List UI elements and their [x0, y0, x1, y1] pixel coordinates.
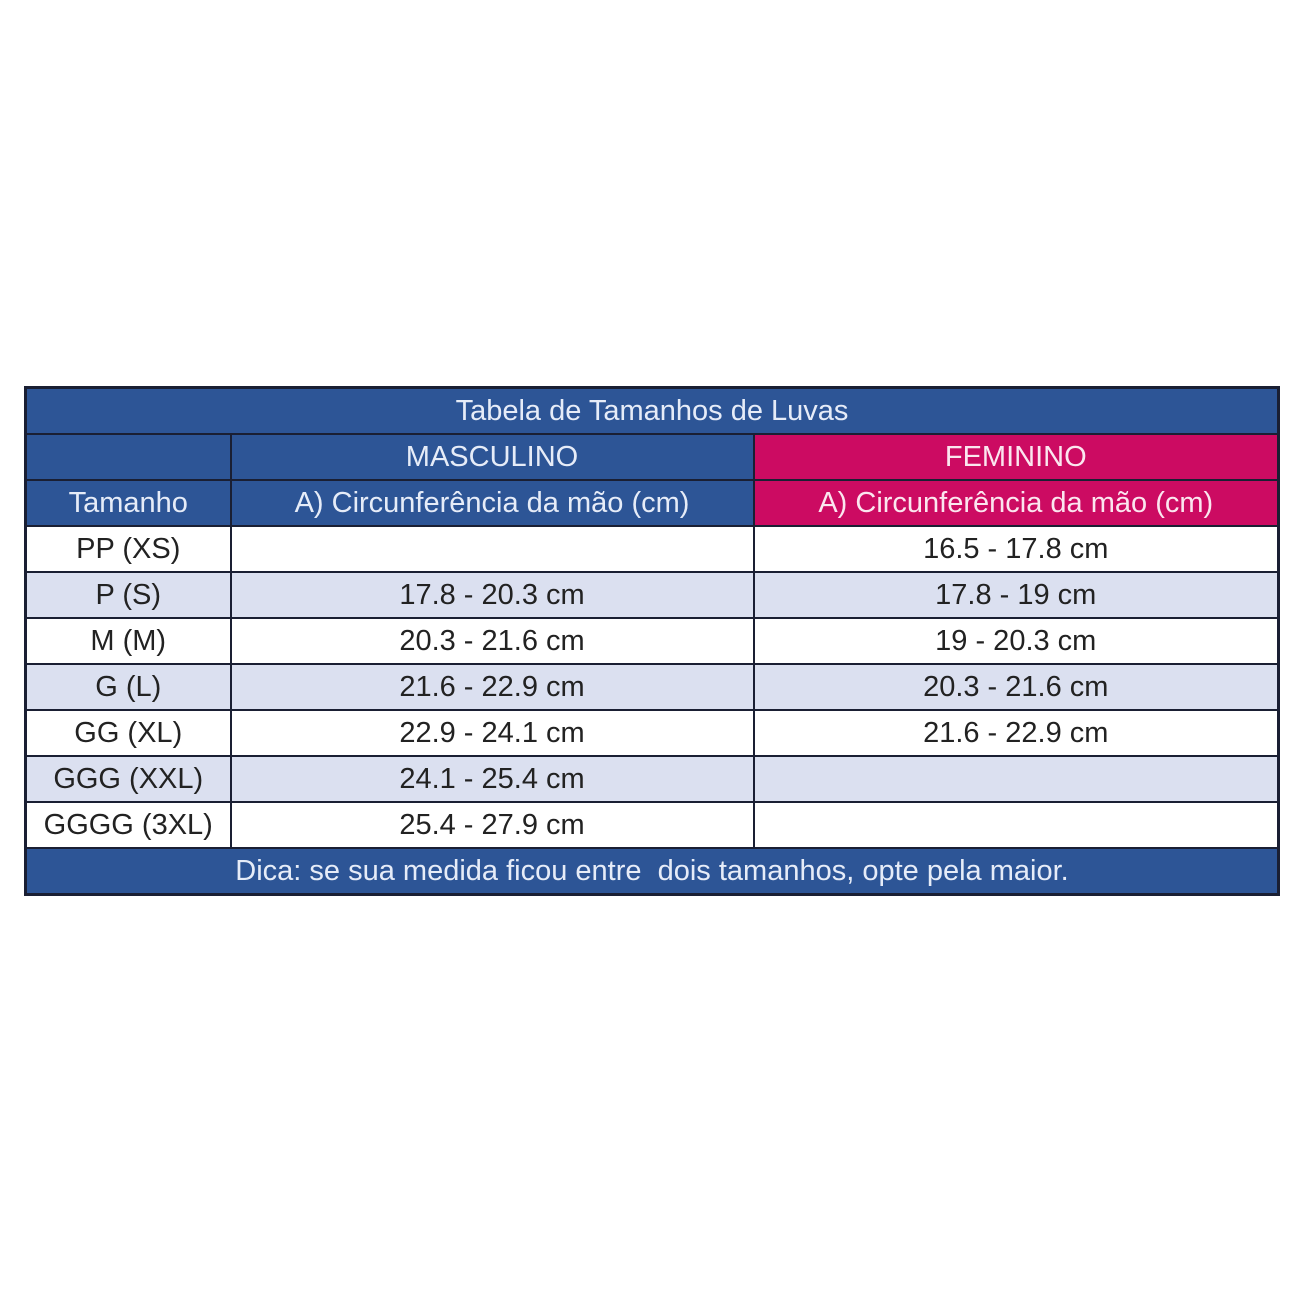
size-cell: M (M)	[24, 617, 232, 665]
table-row: G (L) 21.6 - 22.9 cm 20.3 - 21.6 cm	[24, 663, 1280, 711]
table-row: P (S) 17.8 - 20.3 cm 17.8 - 19 cm	[24, 571, 1280, 619]
size-cell: PP (XS)	[24, 525, 232, 573]
male-header: MASCULINO	[229, 433, 755, 481]
glove-size-table: Tabela de Tamanhos de Luvas MASCULINO FE…	[24, 386, 1280, 896]
size-cell: GG (XL)	[24, 709, 232, 757]
table-row: GGGG (3XL) 25.4 - 27.9 cm	[24, 801, 1280, 849]
size-cell: GGG (XXL)	[24, 755, 232, 803]
size-cell: GGGG (3XL)	[24, 801, 232, 849]
female-measure-header: A) Circunferência da mão (cm)	[752, 479, 1280, 527]
table-row: GG (XL) 22.9 - 24.1 cm 21.6 - 22.9 cm	[24, 709, 1280, 757]
male-cell: 21.6 - 22.9 cm	[229, 663, 755, 711]
size-column-header: Tamanho	[24, 479, 232, 527]
male-cell: 25.4 - 27.9 cm	[229, 801, 755, 849]
female-cell	[752, 755, 1280, 803]
female-header: FEMININO	[752, 433, 1280, 481]
male-cell: 20.3 - 21.6 cm	[229, 617, 755, 665]
size-cell: P (S)	[24, 571, 232, 619]
size-cell: G (L)	[24, 663, 232, 711]
female-cell	[752, 801, 1280, 849]
male-cell: 17.8 - 20.3 cm	[229, 571, 755, 619]
female-cell: 16.5 - 17.8 cm	[752, 525, 1280, 573]
table-title: Tabela de Tamanhos de Luvas	[24, 386, 1280, 435]
male-cell	[229, 525, 755, 573]
female-cell: 21.6 - 22.9 cm	[752, 709, 1280, 757]
table-row: GGG (XXL) 24.1 - 25.4 cm	[24, 755, 1280, 803]
female-cell: 20.3 - 21.6 cm	[752, 663, 1280, 711]
table-footer-tip: Dica: se sua medida ficou entre dois tam…	[24, 847, 1280, 896]
male-cell: 24.1 - 25.4 cm	[229, 755, 755, 803]
female-cell: 19 - 20.3 cm	[752, 617, 1280, 665]
empty-header-cell	[24, 433, 232, 481]
table-row: PP (XS) 16.5 - 17.8 cm	[24, 525, 1280, 573]
male-cell: 22.9 - 24.1 cm	[229, 709, 755, 757]
female-cell: 17.8 - 19 cm	[752, 571, 1280, 619]
male-measure-header: A) Circunferência da mão (cm)	[229, 479, 755, 527]
table-row: M (M) 20.3 - 21.6 cm 19 - 20.3 cm	[24, 617, 1280, 665]
